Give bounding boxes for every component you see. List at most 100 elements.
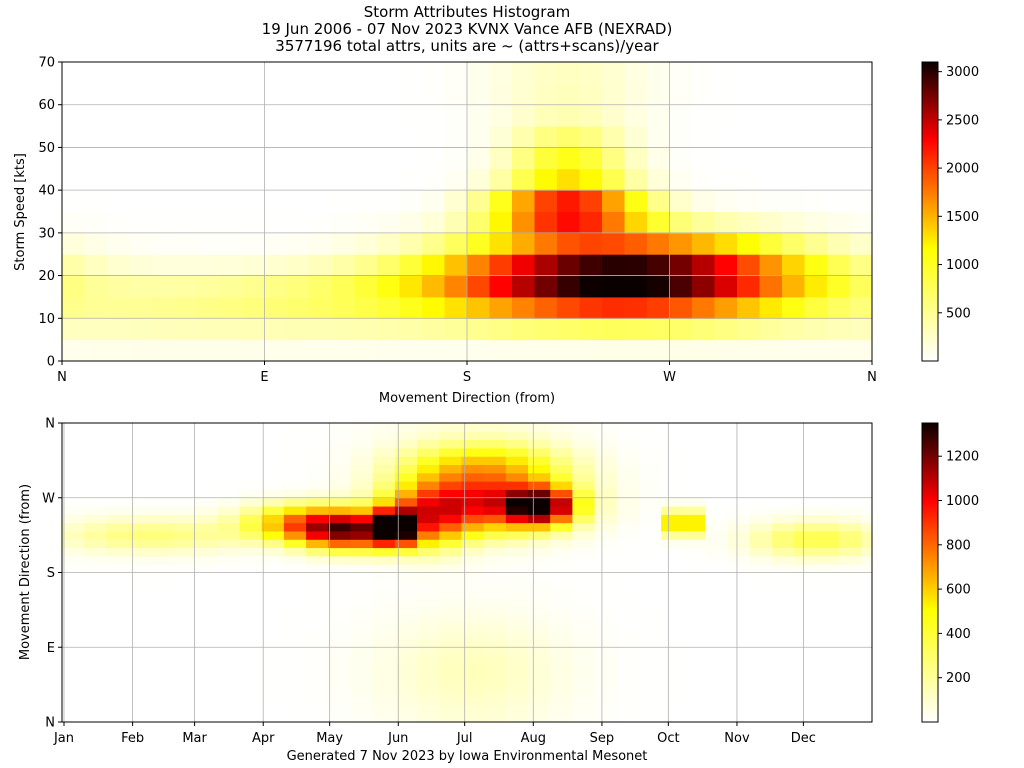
heatmap-cell: [350, 622, 374, 632]
colorbar-tick-label: 400: [946, 627, 971, 642]
heatmap-cell: [84, 190, 108, 212]
heatmap-cell: [62, 547, 85, 557]
heatmap-cell: [489, 232, 513, 255]
heatmap-cell: [242, 254, 265, 277]
heatmap-cell: [306, 638, 329, 648]
heatmap-cell: [528, 506, 551, 515]
heatmap-cell: [217, 688, 240, 698]
heatmap-cell: [197, 296, 220, 319]
heatmap-cell: [107, 211, 130, 234]
y-tick-label: 30: [38, 226, 55, 241]
heatmap-cell: [616, 572, 640, 582]
heatmap-cell: [239, 705, 263, 715]
heatmap-cell: [838, 614, 862, 623]
heatmap-cell: [749, 622, 773, 632]
heatmap-cell: [483, 655, 507, 665]
heatmap-cell: [152, 318, 175, 341]
heatmap-cell: [461, 655, 485, 665]
heatmap-cell: [372, 638, 396, 648]
top-x-axis-label: Movement Direction (from): [379, 391, 555, 406]
heatmap-cell: [417, 655, 440, 665]
heatmap-cell: [550, 547, 573, 557]
heatmap-cell: [328, 580, 351, 590]
heatmap-cell: [172, 638, 196, 648]
heatmap-cell: [602, 275, 625, 298]
heatmap-cell: [737, 147, 760, 170]
heatmap-cell: [594, 489, 618, 499]
heatmap-cell: [616, 672, 640, 681]
heatmap-cell: [84, 713, 107, 723]
heatmap-cell: [505, 614, 529, 623]
heatmap-cell: [107, 190, 130, 212]
heatmap-cell: [195, 530, 218, 540]
heatmap-cell: [505, 506, 529, 515]
heatmap-cell: [306, 555, 329, 565]
heatmap-cell: [550, 614, 573, 623]
heatmap-cell: [394, 630, 418, 640]
heatmap-cell: [172, 672, 196, 681]
heatmap-cell: [683, 447, 706, 457]
heatmap-cell: [328, 522, 351, 532]
heatmap-cell: [860, 456, 873, 466]
heatmap-cell: [838, 489, 862, 499]
heatmap-cell: [528, 597, 551, 607]
heatmap-cell: [106, 514, 129, 524]
heatmap-cell: [150, 705, 174, 715]
heatmap-cell: [661, 605, 684, 615]
heatmap-cell: [512, 211, 535, 234]
y-tick-label: N: [45, 417, 55, 432]
heatmap-cell: [217, 605, 240, 615]
heatmap-cell: [128, 423, 152, 432]
heatmap-cell: [350, 680, 374, 690]
heatmap-cell: [550, 605, 573, 615]
heatmap-cell: [638, 481, 662, 490]
heatmap-cell: [261, 506, 285, 515]
chart-title: Storm Attributes Histogram: [363, 3, 571, 21]
heatmap-cell: [838, 688, 862, 698]
heatmap-cell: [242, 168, 265, 191]
heatmap-cell: [860, 489, 873, 499]
heatmap-cell: [306, 539, 329, 549]
heatmap-cell: [350, 497, 374, 507]
heatmap-cell: [594, 655, 618, 665]
x-tick-label: Sep: [590, 731, 615, 746]
heatmap-cell: [804, 104, 828, 127]
heatmap-cell: [377, 147, 400, 170]
heatmap-cell: [84, 630, 107, 640]
heatmap-cell: [283, 605, 307, 615]
heatmap-cell: [838, 506, 862, 515]
heatmap-cell: [838, 439, 862, 449]
heatmap-cell: [616, 564, 640, 573]
heatmap-cell: [106, 522, 129, 532]
heatmap-cell: [332, 275, 355, 298]
heatmap-cell: [794, 614, 817, 623]
heatmap-cell: [309, 254, 333, 277]
heatmap-cell: [328, 464, 351, 474]
heatmap-cell: [505, 497, 529, 507]
heatmap-cell: [195, 439, 218, 449]
heatmap-cell: [705, 589, 729, 598]
heatmap-cell: [816, 489, 840, 499]
heatmap-cell: [860, 589, 873, 598]
heatmap-cell: [62, 423, 85, 432]
heatmap-cell: [638, 489, 662, 499]
heatmap-cell: [572, 647, 596, 657]
heatmap-cell: [705, 514, 729, 524]
heatmap-cell: [195, 580, 218, 590]
heatmap-cell: [616, 580, 640, 590]
heatmap-cell: [417, 647, 440, 657]
heatmap-cell: [705, 572, 729, 582]
heatmap-cell: [150, 431, 174, 441]
heatmap-cell: [505, 713, 529, 723]
heatmap-cell: [579, 254, 603, 277]
heatmap-cell: [727, 688, 751, 698]
heatmap-cell: [172, 472, 196, 482]
heatmap-cell: [727, 514, 751, 524]
heatmap-cell: [816, 713, 840, 723]
heatmap-cell: [152, 83, 175, 106]
heatmap-cell: [372, 680, 396, 690]
heatmap-cell: [683, 605, 706, 615]
heatmap-cell: [782, 275, 805, 298]
heatmap-cell: [483, 622, 507, 632]
heatmap-cell: [550, 580, 573, 590]
